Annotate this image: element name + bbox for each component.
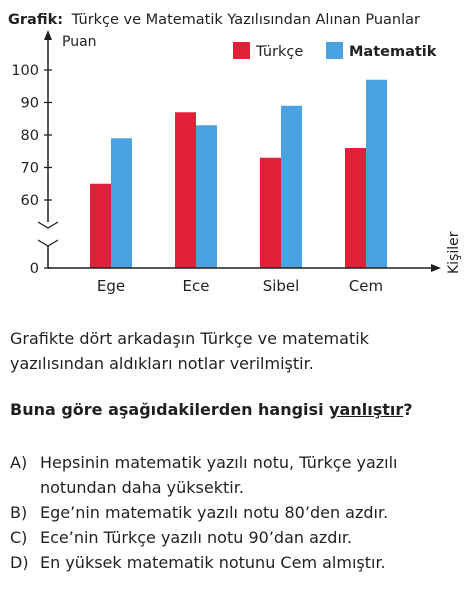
bar-sibel-matematik bbox=[281, 105, 302, 268]
chart-title: Grafik: Türkçe ve Matematik Yazılısından… bbox=[8, 12, 420, 28]
y-tick-label: 60 bbox=[21, 193, 39, 209]
legend-swatch-turkce bbox=[233, 42, 250, 59]
x-tick-labels: Ege Ece Sibel Cem bbox=[97, 277, 383, 295]
bars bbox=[90, 79, 387, 268]
legend-swatch-matematik bbox=[326, 42, 343, 59]
y-tick-label: 80 bbox=[21, 128, 39, 144]
x-axis-arrow-icon bbox=[431, 264, 441, 272]
bar-sibel-turkce bbox=[260, 157, 281, 268]
chart-title-prefix: Grafik: bbox=[8, 12, 63, 28]
y-tick-label: 70 bbox=[21, 161, 39, 177]
y-tick-label: 100 bbox=[11, 63, 39, 79]
question-stem-emphasis: yanlıştır bbox=[329, 400, 404, 419]
y-tick-label: 90 bbox=[21, 96, 39, 112]
option-d[interactable]: D) En yüksek matematik notunu Cem almıştı… bbox=[10, 550, 465, 575]
bar-ege-matematik bbox=[111, 138, 132, 268]
option-text: Ege’nin matematik yazılı notu 80’den azd… bbox=[40, 503, 389, 522]
y-axis-arrow-icon bbox=[44, 30, 52, 40]
question-stem: Buna göre aşağıdakilerden hangisi yanlış… bbox=[10, 397, 465, 422]
axes bbox=[37, 30, 441, 272]
option-text: Ece’nin Türkçe yazılı notu 90’dan azdır. bbox=[40, 528, 353, 547]
x-tick-label: Sibel bbox=[263, 277, 300, 295]
option-text: En yüksek matematik notunu Cem almıştır. bbox=[40, 553, 386, 572]
axis-break-gap bbox=[42, 222, 54, 246]
bar-ege-turkce bbox=[90, 183, 111, 268]
question-intro: Grafikte dört arkadaşın Türkçe ve matema… bbox=[10, 329, 369, 373]
bar-cem-matematik bbox=[366, 79, 387, 268]
x-tick-label: Ege bbox=[97, 277, 125, 295]
bar-ece-turkce bbox=[175, 112, 196, 268]
option-c[interactable]: C) Ece’nin Türkçe yazılı notu 90’dan azdı… bbox=[10, 525, 465, 550]
option-letter: D) bbox=[10, 553, 29, 572]
option-b[interactable]: B) Ege’nin matematik yazılı notu 80’den a… bbox=[10, 500, 465, 525]
question-stem-suffix: ? bbox=[403, 400, 413, 419]
legend-label-matematik: Matematik bbox=[349, 44, 437, 60]
y-tick-label: 0 bbox=[30, 261, 39, 277]
x-tick-label: Cem bbox=[349, 277, 383, 295]
chart-title-text: Türkçe ve Matematik Yazılısından Alınan … bbox=[71, 12, 420, 28]
option-letter: C) bbox=[10, 528, 28, 547]
option-a[interactable]: A) Hepsinin matematik yazılı notu, Türkçe… bbox=[10, 450, 465, 500]
option-letter: B) bbox=[10, 503, 28, 522]
bar-chart: Grafik: Türkçe ve Matematik Yazılısından… bbox=[8, 12, 462, 295]
y-axis-label: Puan bbox=[62, 34, 97, 50]
bar-cem-turkce bbox=[345, 148, 366, 268]
legend-label-turkce: Türkçe bbox=[255, 44, 303, 60]
bar-ece-matematik bbox=[196, 125, 217, 268]
answer-options: A) Hepsinin matematik yazılı notu, Türkçe… bbox=[10, 450, 465, 575]
question-stem-prefix: Buna göre aşağıdakilerden hangisi bbox=[10, 400, 330, 419]
x-tick-label: Ece bbox=[183, 277, 210, 295]
option-text: Hepsinin matematik yazılı notu, Türkçe y… bbox=[40, 453, 398, 497]
legend: Türkçe Matematik bbox=[233, 42, 437, 60]
axis-break-mark-top bbox=[37, 221, 59, 229]
x-axis-label: Kişiler bbox=[446, 231, 462, 274]
option-letter: A) bbox=[10, 453, 28, 472]
axis-break-mark-bottom bbox=[37, 239, 59, 247]
